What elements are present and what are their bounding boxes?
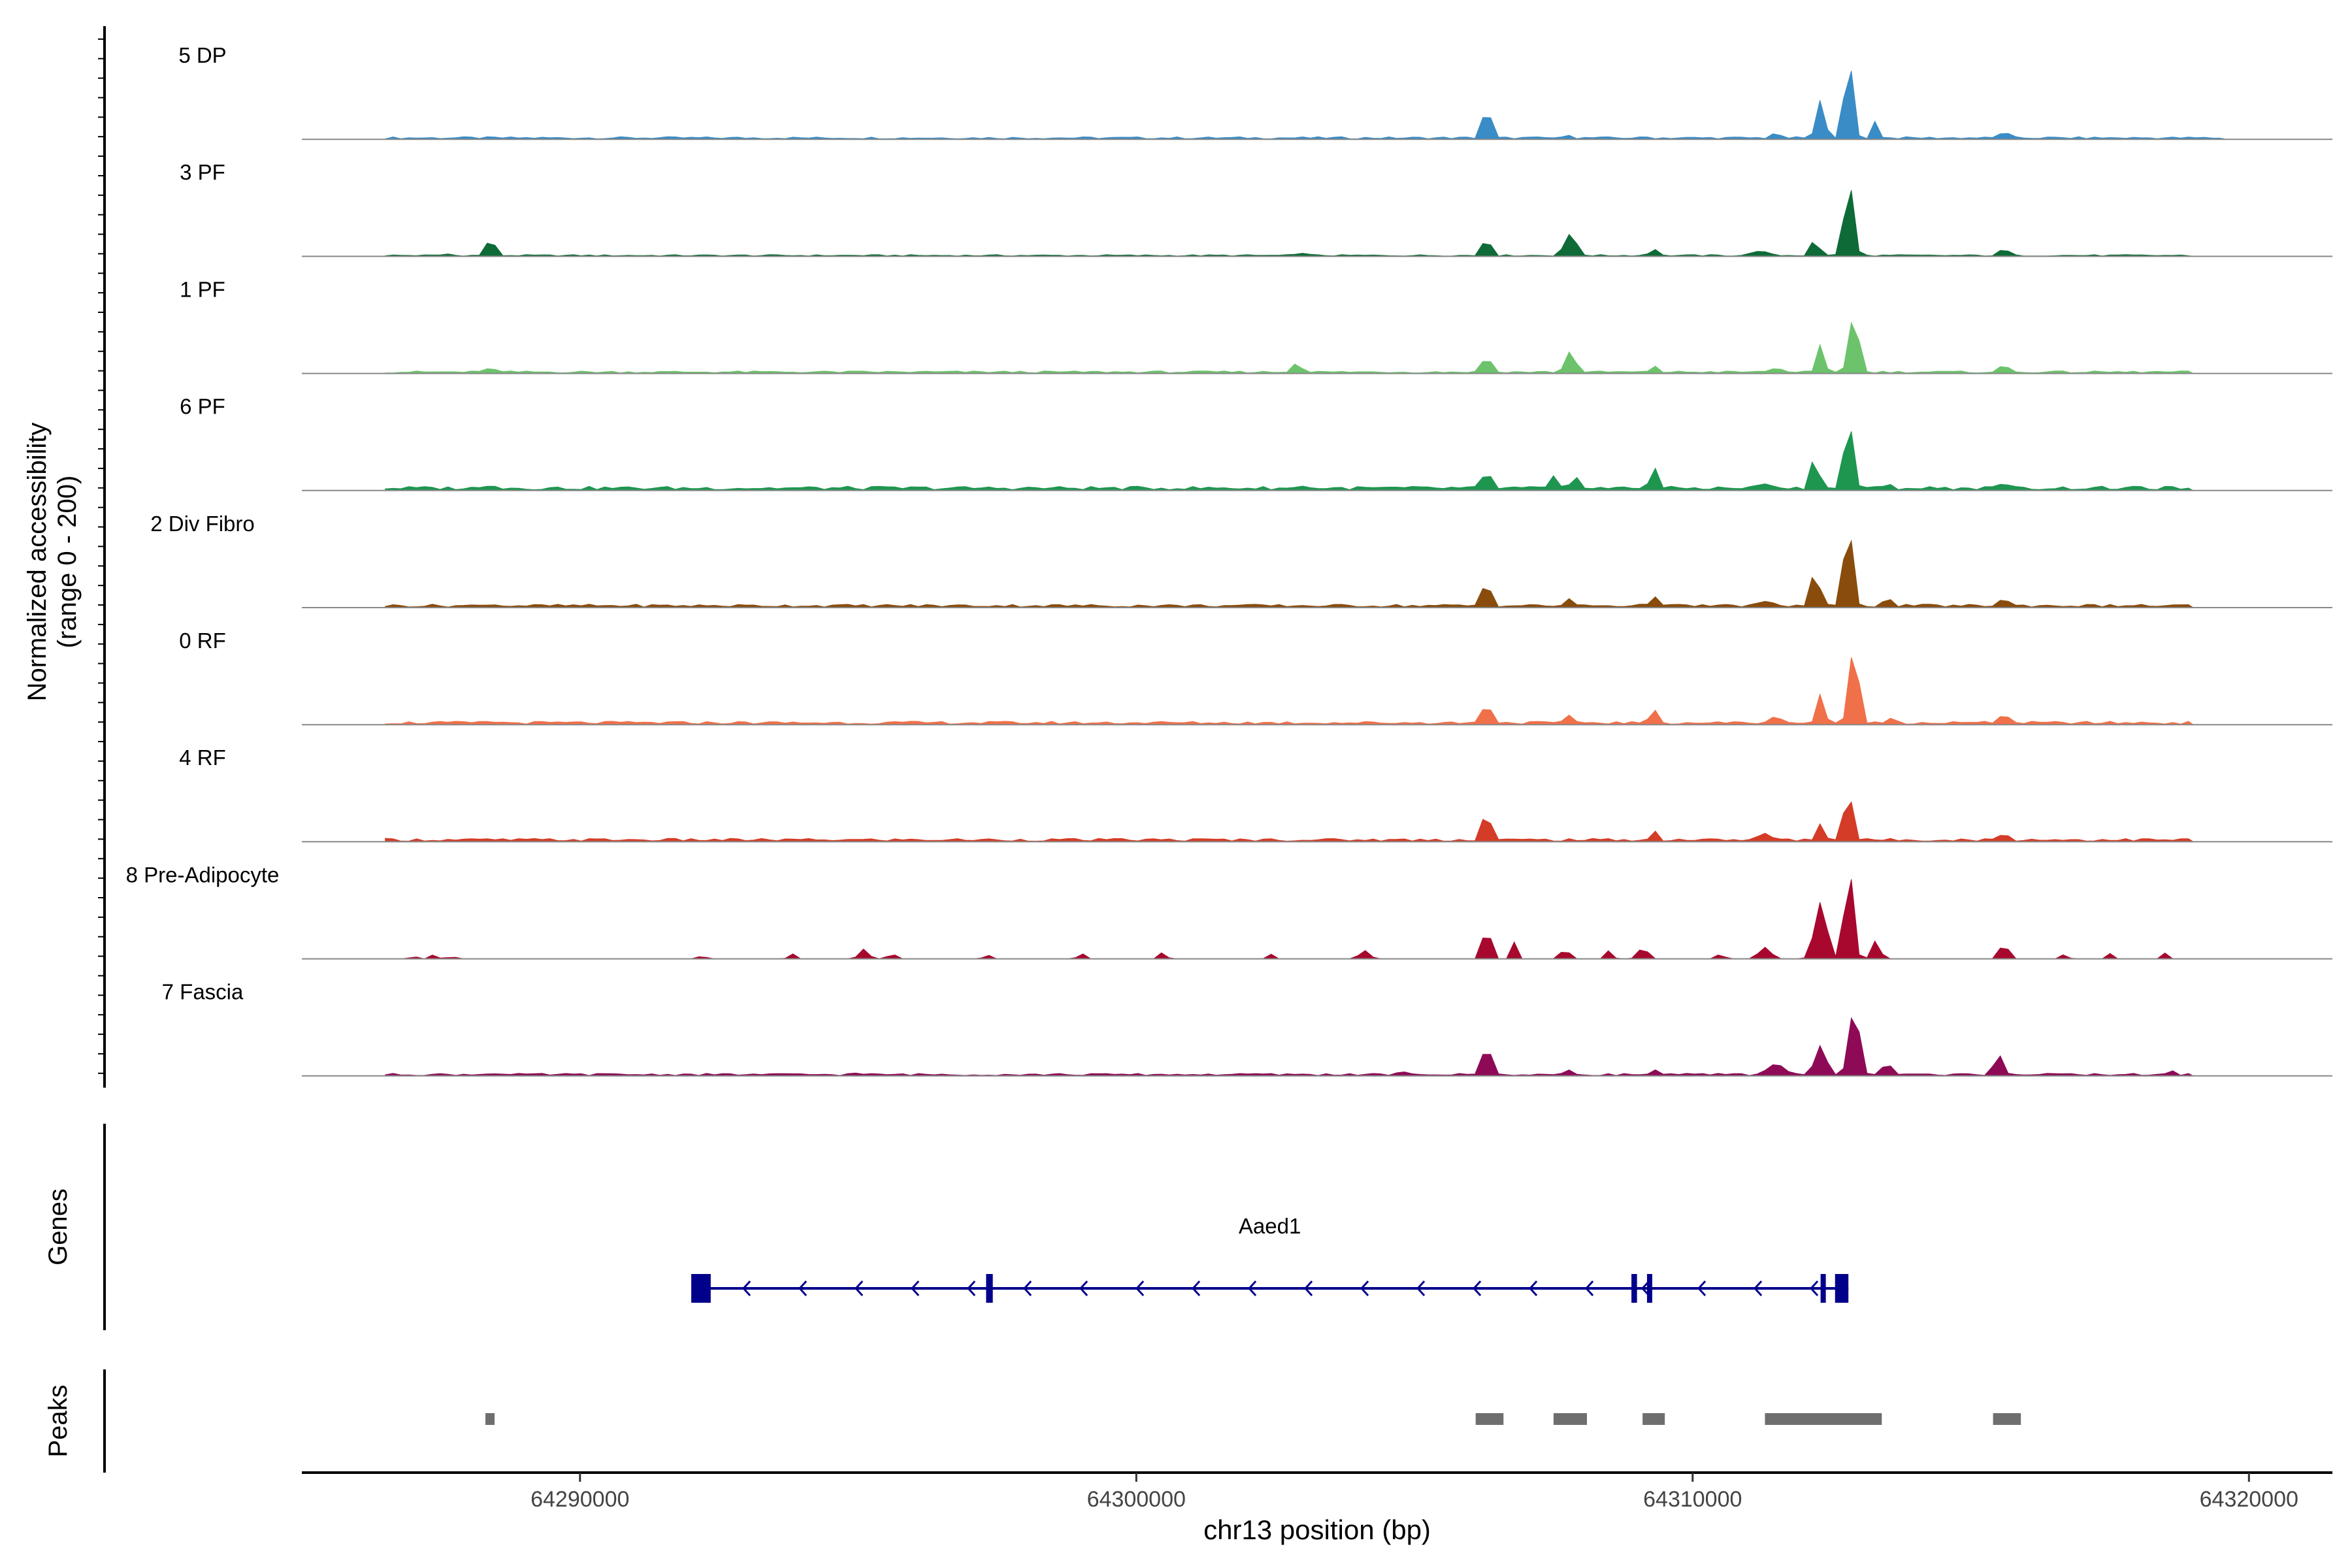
track-label: 0 RF (179, 629, 226, 653)
strand-arrow-icon (1304, 1280, 1313, 1297)
strand-arrow-icon (1641, 1280, 1650, 1297)
peak-region (1553, 1413, 1587, 1425)
y-axis-title-line1: Normalized accessibility (23, 423, 52, 702)
gene-exon (691, 1274, 711, 1303)
track-label: 4 RF (179, 745, 226, 770)
strand-arrow-icon (1473, 1280, 1482, 1297)
coverage-area (385, 190, 2194, 257)
strand-arrow-icon (1192, 1280, 1201, 1297)
track-label: 3 PF (180, 160, 225, 184)
y-axis-title-line2: (range 0 - 200) (53, 476, 82, 649)
gene-exon (1646, 1274, 1652, 1303)
strand-arrow-icon (1585, 1280, 1594, 1297)
strand-arrow-icon (1697, 1280, 1707, 1297)
strand-arrow-icon (1360, 1280, 1369, 1297)
strand-arrow-icon (1529, 1280, 1538, 1297)
gene-track: Aaed1 (691, 1214, 1849, 1303)
peak-region (485, 1413, 495, 1425)
coverage-area (385, 71, 2227, 140)
x-tick-label: 64300000 (1087, 1487, 1186, 1512)
gene-name: Aaed1 (1239, 1214, 1301, 1238)
track-0-rf: 0 RF (98, 623, 2332, 726)
track-label: 8 Pre-Adipocyte (126, 862, 280, 887)
strand-arrow-icon (798, 1280, 808, 1297)
peak-region (1642, 1413, 1665, 1425)
gene-exon (1820, 1274, 1826, 1303)
track-label: 6 PF (180, 395, 225, 419)
track-label: 7 Fascia (162, 980, 244, 1004)
peak-region (1765, 1413, 1882, 1425)
strand-arrow-icon (1754, 1280, 1763, 1297)
strand-arrow-icon (911, 1280, 920, 1297)
coverage-area (385, 801, 2195, 842)
track-7-fascia: 7 Fascia (98, 975, 2332, 1077)
coverage-area (385, 657, 2195, 725)
track-label: 5 DP (178, 43, 226, 67)
genes-panel-label: Genes (44, 1188, 73, 1266)
track-8-pre-adipocyte: 8 Pre-Adipocyte (98, 858, 2332, 960)
strand-arrow-icon (1248, 1280, 1257, 1297)
x-tick-label: 64320000 (2200, 1487, 2298, 1512)
peaks-track (485, 1413, 2021, 1425)
strand-arrow-icon (1135, 1280, 1145, 1297)
x-tick-label: 64290000 (531, 1487, 629, 1512)
track-6-pf: 6 PF (98, 389, 2332, 491)
peaks-panel-label: Peaks (44, 1384, 73, 1457)
coverage-area (385, 321, 2194, 374)
accessibility-tracks: 5 DP 3 PF 1 PF 6 PF 2 Div Fibro 0 RF 4 RF 8 Pre… (98, 26, 2332, 1088)
peak-region (1993, 1413, 2021, 1425)
gene-exon (1835, 1274, 1849, 1303)
track-1-pf: 1 PF (98, 272, 2332, 374)
strand-arrow-icon (1416, 1280, 1426, 1297)
gene-exon (986, 1274, 993, 1303)
gene-exon (1631, 1274, 1637, 1303)
strand-arrow-icon (742, 1280, 751, 1297)
x-tick-label: 64310000 (1643, 1487, 1742, 1512)
strand-arrow-icon (855, 1280, 864, 1297)
track-5-dp: 5 DP (98, 38, 2332, 140)
coverage-area (385, 431, 2194, 491)
track-3-pf: 3 PF (98, 155, 2332, 257)
coverage-area (385, 539, 2195, 608)
track-label: 2 Div Fibro (150, 512, 255, 536)
strand-arrow-icon (967, 1280, 976, 1297)
strand-arrow-icon (1079, 1280, 1088, 1297)
track-4-rf: 4 RF (98, 741, 2332, 843)
coverage-area (385, 1017, 2194, 1077)
strand-arrow-icon (1810, 1280, 1819, 1297)
strand-arrow-icon (1023, 1280, 1032, 1297)
coverage-area (385, 879, 2194, 960)
x-axis-ticks: 64290000 64300000 64310000 64320000 (531, 1473, 2298, 1512)
peak-region (1475, 1413, 1504, 1425)
track-label: 1 PF (180, 277, 225, 301)
track-2-div-fibro: 2 Div Fibro (98, 506, 2332, 608)
x-axis-title: chr13 position (bp) (1203, 1514, 1431, 1545)
